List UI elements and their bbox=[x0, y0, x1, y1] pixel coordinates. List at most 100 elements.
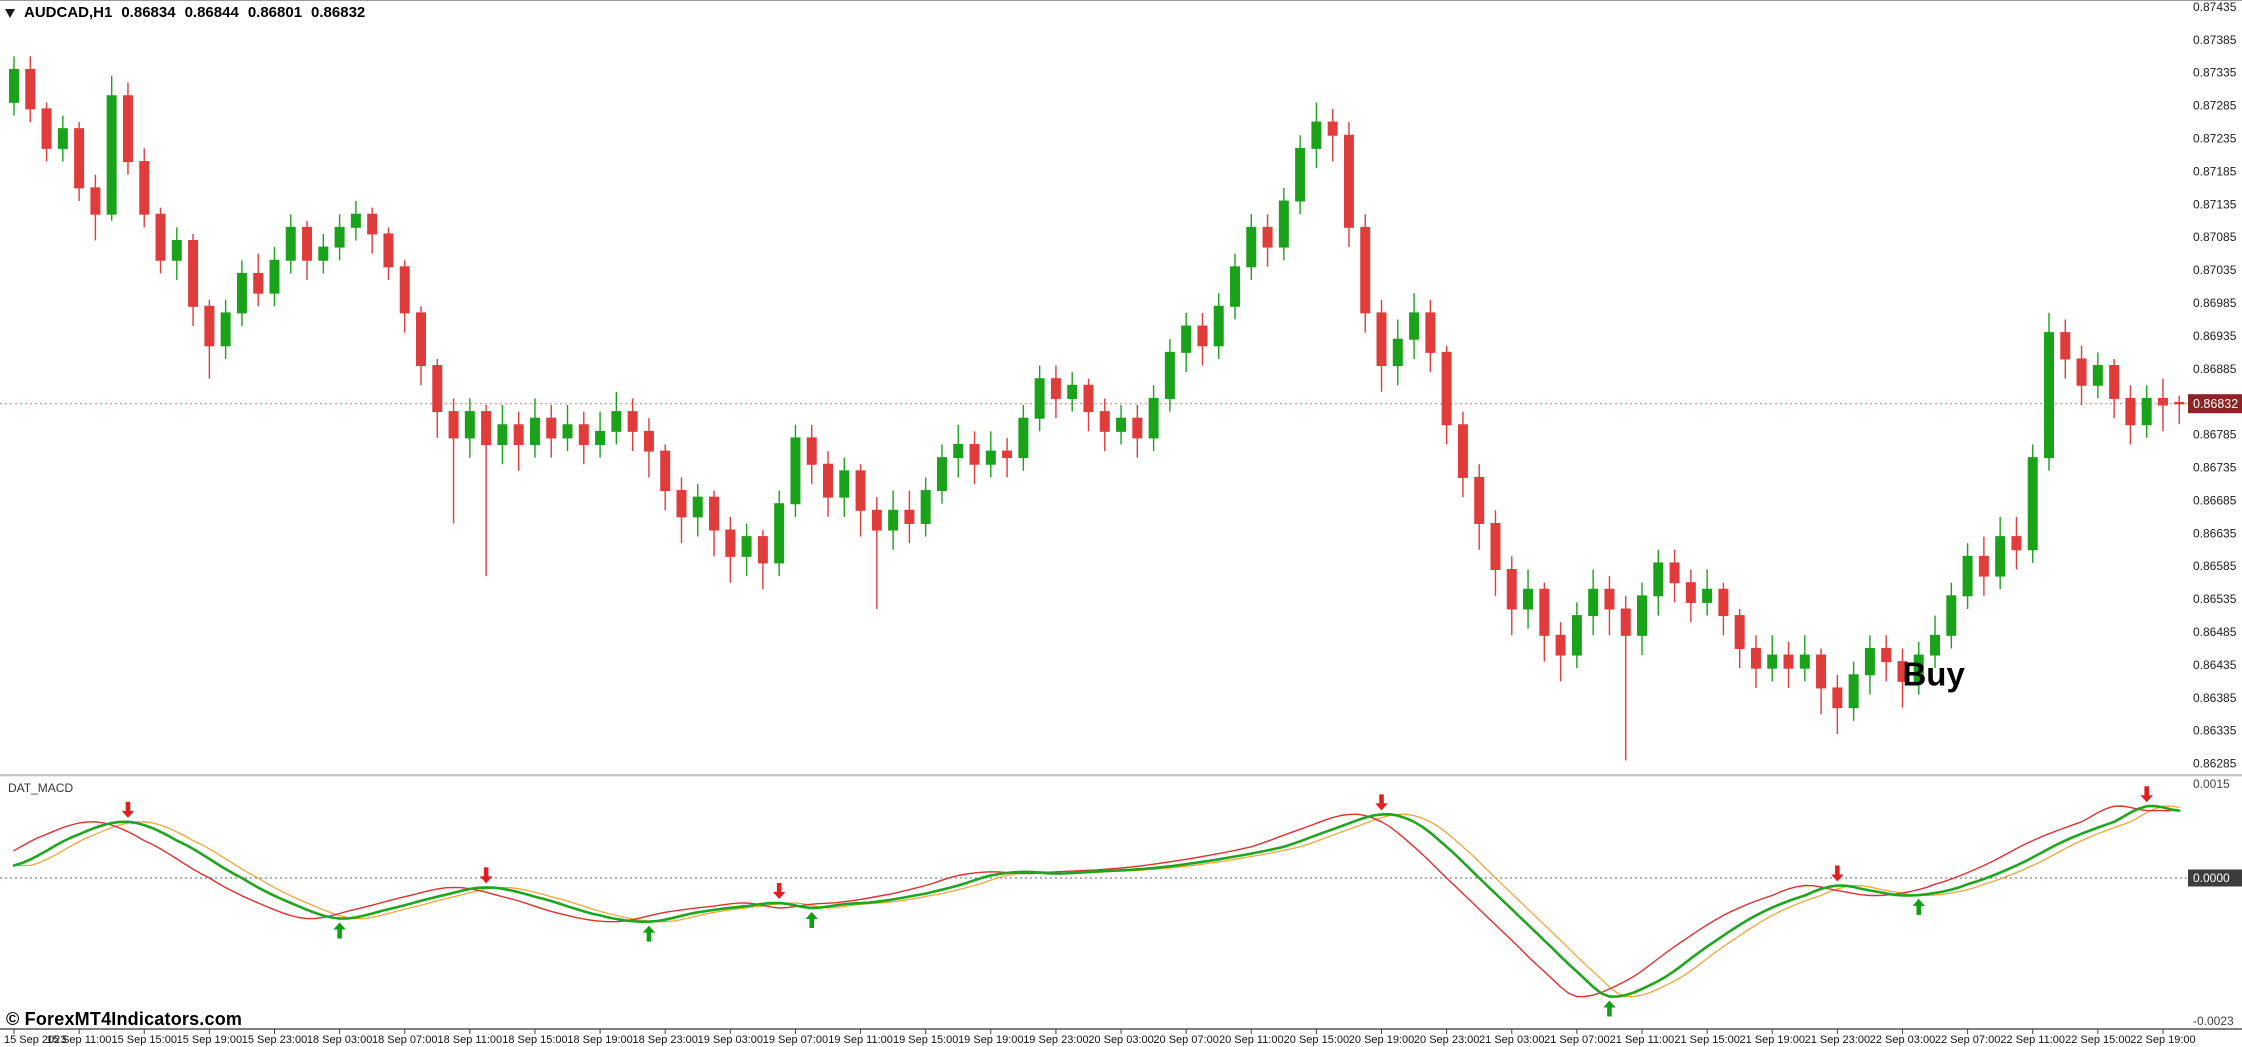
candle-body bbox=[367, 213, 378, 235]
candle-body bbox=[2011, 536, 2022, 551]
candle-body bbox=[2044, 332, 2054, 459]
candle-body bbox=[1506, 569, 1517, 610]
candle-body bbox=[497, 424, 508, 445]
candle-body bbox=[692, 496, 703, 518]
candle-body bbox=[1783, 654, 1794, 669]
candle-body bbox=[1978, 555, 1989, 577]
candle-body bbox=[41, 108, 52, 149]
candle-body bbox=[1523, 588, 1534, 610]
buy-arrow-icon bbox=[1603, 1000, 1616, 1017]
candle-body bbox=[1230, 266, 1240, 307]
candle-body bbox=[1685, 582, 1696, 603]
candle-body bbox=[1946, 595, 1957, 636]
candle-body bbox=[1620, 608, 1631, 636]
sell-arrow-icon bbox=[1375, 794, 1388, 811]
candle-body bbox=[1702, 588, 1713, 603]
price-tick-label: 0.87135 bbox=[2193, 197, 2237, 211]
price-axis[interactable]: 0.87435 0.87385 0.87335 0.87285 0.87235 0.871… bbox=[2188, 1, 2242, 771]
candle-body bbox=[1832, 687, 1843, 709]
time-tick-label: 15 Sep 19:00 bbox=[177, 1034, 242, 1046]
price-tick-label: 0.86985 bbox=[2193, 296, 2237, 310]
panel-splitter[interactable] bbox=[0, 774, 2242, 777]
candle-body bbox=[855, 470, 866, 511]
candle-body bbox=[839, 470, 850, 498]
candle-body bbox=[2141, 397, 2152, 426]
candle-body bbox=[1002, 450, 1013, 459]
time-tick-label: 18 Sep 03:00 bbox=[307, 1034, 372, 1046]
candle-body bbox=[2125, 397, 2136, 426]
price-tick-label: 0.86535 bbox=[2193, 592, 2237, 606]
price-tick-label: 0.87385 bbox=[2193, 33, 2237, 47]
candle-body bbox=[595, 430, 606, 445]
chart-ohlc-header: AUDCAD,H1 0.86834 0.86844 0.86801 0.8683… bbox=[5, 4, 365, 21]
sell-arrow-icon bbox=[121, 801, 135, 818]
candle-body bbox=[1148, 397, 1159, 439]
time-tick-label: 20 Sep 19:00 bbox=[1349, 1034, 1414, 1046]
buy-arrow-icon bbox=[642, 925, 656, 942]
candle-body bbox=[1311, 121, 1322, 149]
candle-body bbox=[1083, 384, 1094, 413]
time-tick-label: 21 Sep 11:00 bbox=[1610, 1034, 1675, 1046]
candle-body bbox=[253, 272, 264, 294]
macd-indicator-area[interactable]: 0.0015 -0.0023 0.0000 bbox=[0, 777, 2242, 1028]
candle-body bbox=[1864, 647, 1875, 676]
candle-body bbox=[318, 246, 329, 261]
candle-body bbox=[220, 312, 231, 347]
candle-body bbox=[399, 266, 410, 314]
symbol-period-label: AUDCAD,H1 bbox=[24, 4, 113, 21]
candle-body bbox=[969, 443, 980, 465]
close-value: 0.86832 bbox=[311, 4, 366, 21]
price-tick-label: 0.87185 bbox=[2193, 164, 2237, 178]
candle-body bbox=[1067, 384, 1078, 399]
price-tick-label: 0.86635 bbox=[2193, 526, 2237, 540]
sell-arrow-icon bbox=[2140, 786, 2153, 803]
candle-body bbox=[1669, 562, 1680, 584]
candle-body bbox=[9, 68, 19, 103]
candle-body bbox=[936, 457, 947, 492]
price-chart-area[interactable]: Buy bbox=[0, 56, 2188, 761]
candle-body bbox=[1588, 588, 1599, 617]
candle-body bbox=[1197, 325, 1208, 347]
candle-body bbox=[204, 305, 215, 347]
price-tick-label: 0.86685 bbox=[2193, 493, 2237, 507]
candle-body bbox=[2157, 397, 2168, 406]
candle-body bbox=[888, 509, 899, 531]
time-tick-label: 21 Sep 07:00 bbox=[1544, 1034, 1609, 1046]
candle-body bbox=[627, 411, 638, 432]
candle-body bbox=[269, 259, 280, 294]
candle-body bbox=[806, 437, 817, 465]
price-tick-label: 0.87035 bbox=[2193, 263, 2237, 277]
time-tick-label: 18 Sep 23:00 bbox=[632, 1034, 697, 1046]
candle-body bbox=[1295, 147, 1306, 202]
price-tick-label: 0.86485 bbox=[2193, 625, 2237, 639]
candle-body bbox=[383, 233, 394, 268]
candle-body bbox=[285, 226, 296, 261]
candle-body bbox=[546, 417, 557, 439]
macd-main-line bbox=[12, 804, 2181, 998]
price-tick-label: 0.87285 bbox=[2193, 99, 2237, 113]
candle-body bbox=[1962, 555, 1973, 597]
candle-body bbox=[513, 424, 524, 445]
candle-body bbox=[1392, 338, 1403, 367]
candle-body bbox=[416, 312, 426, 367]
time-tick-label: 20 Sep 03:00 bbox=[1088, 1034, 1153, 1046]
candle-body bbox=[1278, 200, 1289, 248]
candle-body bbox=[1750, 647, 1761, 669]
candle-body bbox=[1490, 522, 1501, 571]
time-tick-label: 18 Sep 19:00 bbox=[567, 1034, 632, 1046]
candle-body bbox=[953, 443, 964, 459]
candle-body bbox=[334, 226, 345, 248]
candle-body bbox=[1018, 417, 1029, 459]
candle-body bbox=[139, 161, 150, 215]
candle-body bbox=[1897, 661, 1908, 682]
candle-body bbox=[1718, 588, 1729, 617]
buy-arrow-icon bbox=[333, 922, 346, 939]
candle-body bbox=[871, 509, 882, 531]
candle-body bbox=[823, 463, 833, 498]
candle-body bbox=[2174, 401, 2185, 405]
copyright-label: © ForexMT4Indicators.com bbox=[6, 1009, 243, 1029]
price-tick-label: 0.87335 bbox=[2193, 66, 2237, 80]
candle-body bbox=[904, 509, 915, 524]
